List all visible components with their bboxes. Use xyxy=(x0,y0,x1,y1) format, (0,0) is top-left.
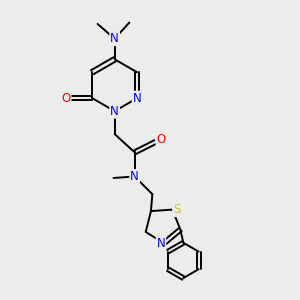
Text: N: N xyxy=(133,92,142,105)
Text: N: N xyxy=(130,170,139,183)
Text: O: O xyxy=(157,133,166,146)
Text: O: O xyxy=(61,92,70,105)
Text: S: S xyxy=(173,203,180,216)
Text: N: N xyxy=(110,32,119,45)
Text: N: N xyxy=(157,237,165,250)
Text: N: N xyxy=(110,105,119,118)
